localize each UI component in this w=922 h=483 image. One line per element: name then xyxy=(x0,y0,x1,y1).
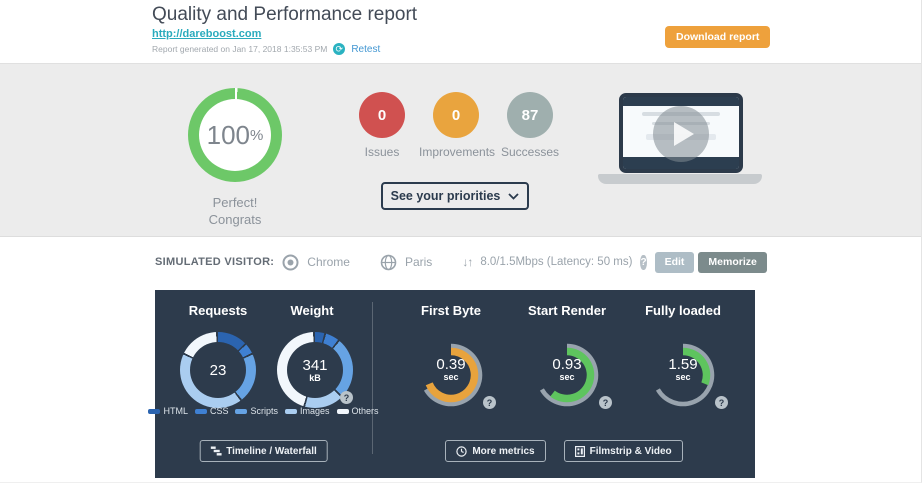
simulated-visitor-label: SIMULATED VISITOR: xyxy=(155,256,275,268)
weight-donut-chart: 341 kB xyxy=(277,332,353,408)
page-title: Quality and Performance report xyxy=(152,4,418,25)
fully-loaded-value: 1.59 xyxy=(668,356,698,373)
successes-label: Successes xyxy=(500,145,560,159)
timings-column: First Byte 0.39 sec ? Start Render 0.93 … xyxy=(373,290,755,478)
weight-help-icon[interactable]: ? xyxy=(340,391,353,404)
legend-label-images: Images xyxy=(300,406,330,416)
more-metrics-button[interactable]: More metrics xyxy=(445,440,546,462)
first-byte-arc xyxy=(423,343,483,407)
chevron-down-icon xyxy=(508,192,520,200)
legend-label-scripts: Scripts xyxy=(250,406,278,416)
memorize-button[interactable]: Memorize xyxy=(698,251,767,273)
legend-label-css: CSS xyxy=(209,406,229,416)
timeline-waterfall-button[interactable]: Timeline / Waterfall xyxy=(199,440,328,462)
start-render-help-icon[interactable]: ? xyxy=(599,396,612,409)
issues-count-badge: 0 xyxy=(359,92,405,138)
retest-icon[interactable]: ⟳ xyxy=(333,43,346,55)
score-message: Perfect! Congrats xyxy=(208,195,262,227)
browser-name: Chrome xyxy=(307,255,350,269)
start-render-arc xyxy=(539,343,599,407)
play-button-icon[interactable] xyxy=(653,106,709,162)
bandwidth-text: 8.0/1.5Mbps (Latency: 50 ms) xyxy=(480,256,633,268)
improvements-label: Improvements xyxy=(419,145,496,159)
laptop-base xyxy=(598,174,762,184)
video-thumbnail[interactable] xyxy=(598,91,762,185)
legend-swatch-scripts xyxy=(235,408,248,414)
filmstrip-icon xyxy=(574,445,585,457)
first-byte-unit: sec xyxy=(443,372,459,382)
location-name: Paris xyxy=(404,255,433,269)
weight-unit: kB xyxy=(309,373,321,383)
globe-icon xyxy=(380,254,397,271)
counters-row: 0 Issues 0 Improvements 87 Successes xyxy=(345,92,567,159)
fully-loaded-gauge: Fully loaded 1.59 sec ? xyxy=(623,290,743,430)
see-priorities-button[interactable]: See your priorities xyxy=(381,182,529,210)
weight-value: 341 xyxy=(302,357,328,374)
start-render-gauge: Start Render 0.93 sec ? xyxy=(507,290,627,430)
requests-value: 23 xyxy=(209,361,227,379)
metrics-panel: Requests Weight 23 341 kB ? HTML CSS Scr… xyxy=(148,290,755,478)
legend-swatch-images xyxy=(285,408,297,414)
legend-swatch-css xyxy=(194,408,207,414)
download-report-button[interactable]: Download report xyxy=(665,26,771,48)
issues-counter: 0 Issues xyxy=(345,92,419,159)
site-url-link[interactable]: http://dareboost.com xyxy=(152,28,262,40)
score-gauge: 100% xyxy=(188,88,282,182)
edit-button[interactable]: Edit xyxy=(654,251,695,273)
resources-column: Requests Weight 23 341 kB ? HTML CSS Scr… xyxy=(148,290,379,478)
start-render-title: Start Render xyxy=(527,303,607,318)
bandwidth-help-icon[interactable]: ? xyxy=(640,254,647,270)
waterfall-icon xyxy=(210,446,222,456)
filmstrip-video-button[interactable]: Filmstrip & Video xyxy=(563,440,683,462)
legend-label-others: Others xyxy=(351,406,379,416)
fully-loaded-help-icon[interactable]: ? xyxy=(715,396,728,409)
weight-title: Weight xyxy=(290,303,334,318)
first-byte-value: 0.39 xyxy=(436,356,466,373)
retest-link[interactable]: Retest xyxy=(351,43,381,55)
first-byte-help-icon[interactable]: ? xyxy=(483,396,496,409)
resources-legend: HTML CSS Scripts Images Others xyxy=(148,406,379,416)
legend-swatch-html xyxy=(148,408,161,414)
legend-swatch-others xyxy=(336,408,349,414)
fully-loaded-arc xyxy=(655,343,715,407)
generated-timestamp: Report generated on Jan 17, 2018 1:35:53… xyxy=(152,44,328,54)
start-render-unit: sec xyxy=(559,372,575,382)
laptop-site-footer xyxy=(623,157,739,169)
report-header: Quality and Performance report http://da… xyxy=(0,0,921,63)
laptop-site-header xyxy=(623,97,739,106)
legend-label-html: HTML xyxy=(163,406,188,416)
successes-counter: 87 Successes xyxy=(493,92,567,159)
requests-donut-chart: 23 xyxy=(180,332,256,408)
first-byte-gauge: First Byte 0.39 sec ? xyxy=(391,290,511,430)
improvements-counter: 0 Improvements xyxy=(419,92,496,159)
fully-loaded-title: Fully loaded xyxy=(645,303,721,318)
improvements-count-badge: 0 xyxy=(433,92,479,138)
first-byte-title: First Byte xyxy=(421,303,481,318)
simulated-visitor-row: SIMULATED VISITOR: Chrome Paris ↓↑ 8.0/1… xyxy=(155,246,767,278)
down-up-arrows-icon: ↓↑ xyxy=(462,255,473,269)
fully-loaded-unit: sec xyxy=(675,372,691,382)
score-value: 100% xyxy=(199,99,271,171)
successes-count-badge: 87 xyxy=(507,92,553,138)
panel-divider xyxy=(372,302,373,454)
requests-title: Requests xyxy=(188,303,248,318)
summary-section: 100% Perfect! Congrats 0 Issues 0 Improv… xyxy=(0,63,921,237)
issues-label: Issues xyxy=(364,145,400,159)
chrome-icon xyxy=(282,254,299,271)
generated-row: Report generated on Jan 17, 2018 1:35:53… xyxy=(152,43,380,55)
score-block: 100% Perfect! Congrats xyxy=(188,88,282,228)
clock-icon xyxy=(456,445,468,457)
start-render-value: 0.93 xyxy=(552,356,582,373)
